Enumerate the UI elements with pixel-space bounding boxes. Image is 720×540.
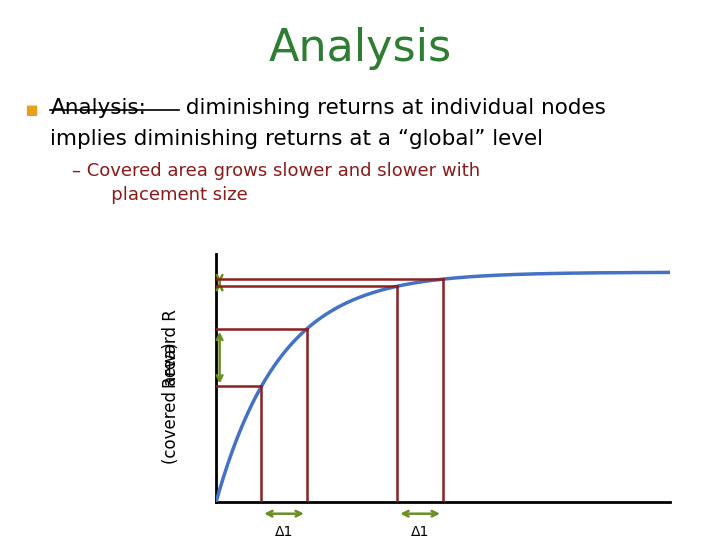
Text: implies diminishing returns at a “global” level: implies diminishing returns at a “global… [50,129,544,148]
Text: ▪: ▪ [24,100,38,120]
Text: Δ1: Δ1 [275,525,293,539]
Text: Reward R: Reward R [162,309,180,388]
Text: Analysis: Analysis [269,27,451,70]
Text: Δ1: Δ1 [411,525,429,539]
Text: (covered area): (covered area) [162,342,180,464]
Text: Analysis:: Analysis: [50,98,146,118]
Text: diminishing returns at individual nodes: diminishing returns at individual nodes [179,98,606,118]
Text: – Covered area grows slower and slower with: – Covered area grows slower and slower w… [72,162,480,180]
Text: placement size: placement size [94,186,248,204]
